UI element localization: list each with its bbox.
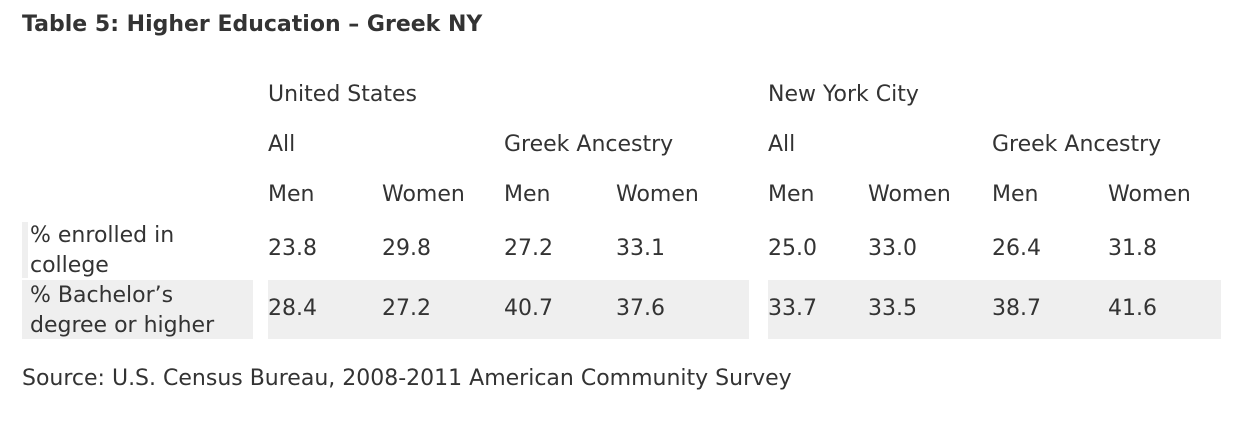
region-header: New York City	[768, 82, 919, 107]
row-shade	[22, 222, 28, 278]
cell-value: 33.0	[868, 236, 917, 261]
row-shade	[768, 280, 1221, 339]
table-title: Table 5: Higher Education – Greek NY	[22, 12, 483, 37]
cell-value: 23.8	[268, 236, 317, 261]
row-label: % Bachelor’s degree or higher	[30, 283, 215, 338]
region-header: United States	[268, 82, 417, 107]
cell-value: 33.1	[616, 236, 665, 261]
cell-value: 27.2	[382, 296, 431, 321]
sex-header: Men	[268, 182, 315, 207]
sex-header: Women	[382, 182, 465, 207]
cell-value: 29.8	[382, 236, 431, 261]
group-header: Greek Ancestry	[992, 132, 1162, 157]
sex-header: Men	[768, 182, 815, 207]
sex-header: Women	[616, 182, 699, 207]
cell-value: 25.0	[768, 236, 817, 261]
cell-value: 38.7	[992, 296, 1041, 321]
sex-header: Women	[868, 182, 951, 207]
sex-header: Women	[1108, 182, 1191, 207]
cell-value: 40.7	[504, 296, 553, 321]
sex-header: Men	[504, 182, 551, 207]
group-header: Greek Ancestry	[504, 132, 674, 157]
group-header: All	[768, 132, 796, 157]
cell-value: 26.4	[992, 236, 1041, 261]
cell-value: 28.4	[268, 296, 317, 321]
group-header: All	[268, 132, 296, 157]
source-note: Source: U.S. Census Bureau, 2008-2011 Am…	[22, 366, 792, 391]
cell-value: 33.5	[868, 296, 917, 321]
sex-header: Men	[992, 182, 1039, 207]
cell-value: 37.6	[616, 296, 665, 321]
row-label: % enrolled in college	[30, 223, 175, 278]
cell-value: 27.2	[504, 236, 553, 261]
cell-value: 41.6	[1108, 296, 1157, 321]
cell-value: 33.7	[768, 296, 817, 321]
row-shade	[268, 280, 749, 339]
cell-value: 31.8	[1108, 236, 1157, 261]
row-shade	[22, 280, 253, 339]
